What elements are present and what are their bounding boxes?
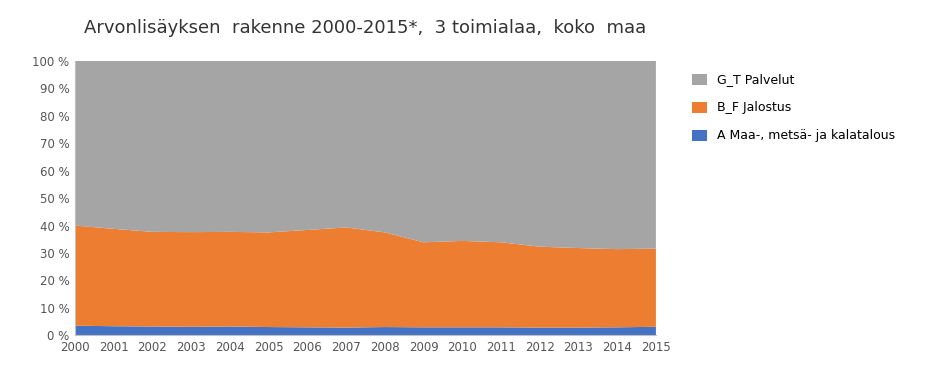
Legend: G_T Palvelut, B_F Jalostus, A Maa-, metsä- ja kalatalous: G_T Palvelut, B_F Jalostus, A Maa-, mets… (684, 67, 900, 149)
Text: Arvonlisäyksen  rakenne 2000-2015*,  3 toimialaa,  koko  maa: Arvonlisäyksen rakenne 2000-2015*, 3 toi… (84, 19, 646, 37)
